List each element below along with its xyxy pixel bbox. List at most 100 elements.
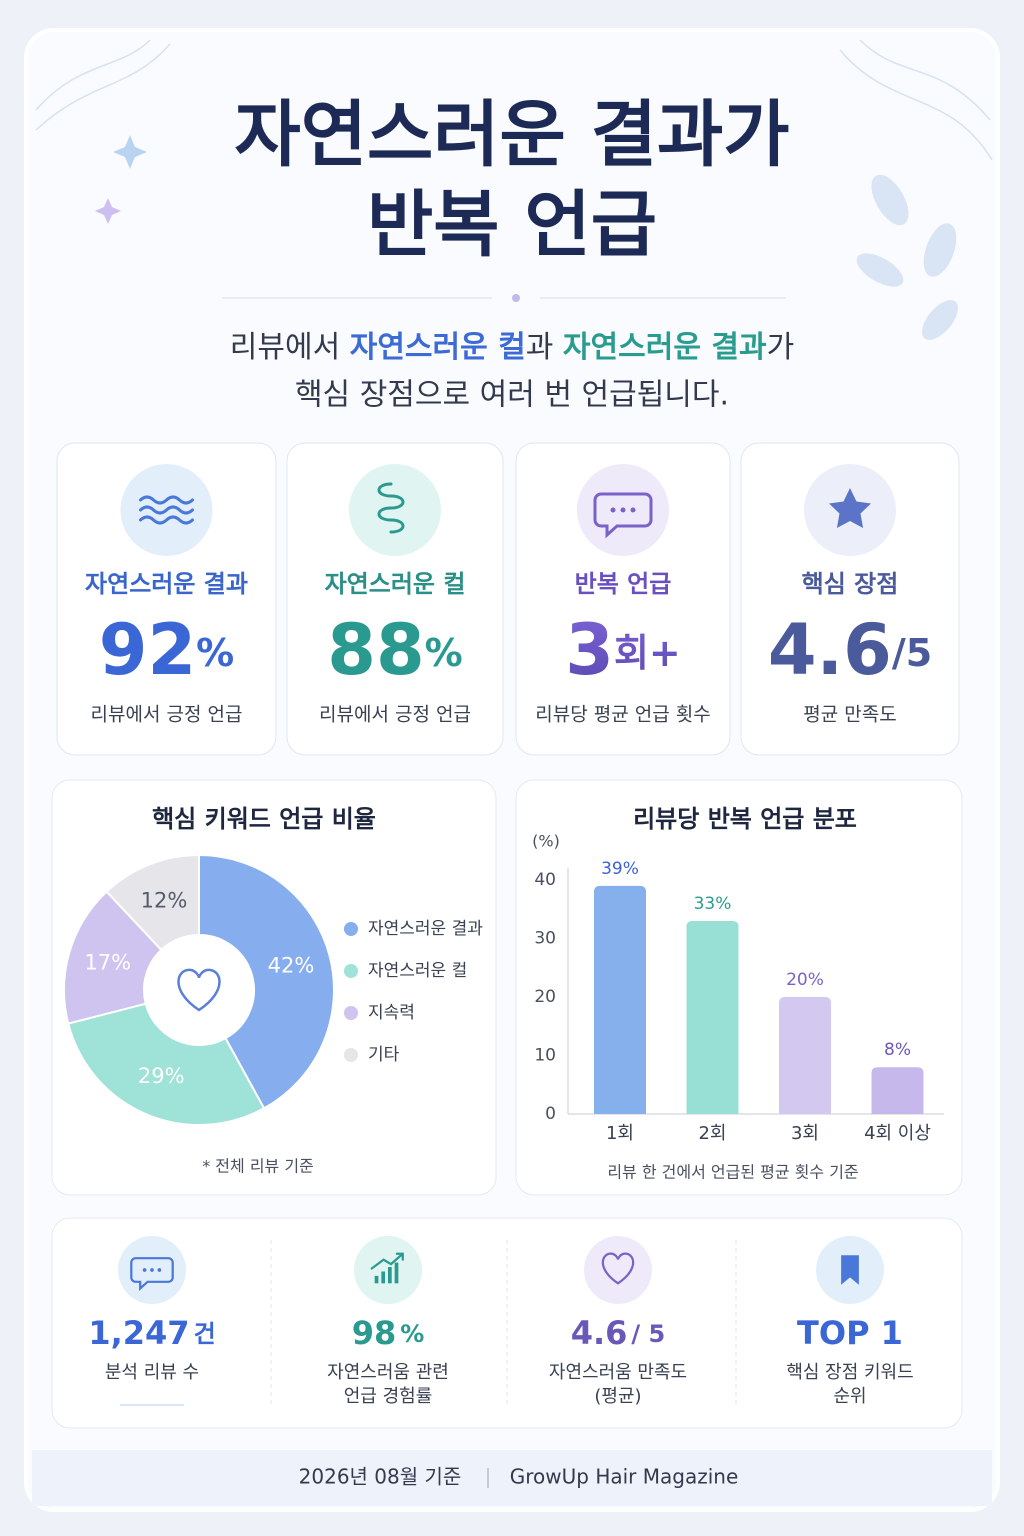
- stat-unit: / 5: [631, 1320, 665, 1348]
- icon: [130, 1257, 174, 1291]
- stat-number: 98: [352, 1314, 397, 1352]
- card-value: 3회+: [565, 609, 681, 691]
- card-note: 리뷰에서 긍정 언급: [91, 704, 243, 726]
- icon: [593, 492, 653, 539]
- stat-value: TOP 1: [797, 1314, 903, 1352]
- icon-bg: [584, 1236, 652, 1304]
- subtitle-part: 가: [767, 330, 795, 365]
- icon-path: [139, 495, 194, 505]
- bar: [871, 1067, 924, 1114]
- card-note: 리뷰에서 긍정 언급: [319, 704, 471, 726]
- footer-text: 2026년 08월 기준: [299, 1465, 462, 1489]
- legend-label: 지속력: [368, 1003, 415, 1023]
- icon-bar: [388, 1267, 392, 1284]
- chart-note: * 전체 리뷰 기준: [202, 1157, 314, 1176]
- card-label: 자연스러운 컬: [325, 570, 466, 598]
- bar-value-label: 8%: [884, 1040, 911, 1060]
- footer-text: GrowUp Hair Magazine: [510, 1465, 739, 1489]
- icon-path: [139, 515, 194, 525]
- icon-bar: [374, 1275, 379, 1284]
- icon-bg: [349, 464, 441, 556]
- x-tick-label: 2회: [698, 1123, 726, 1144]
- card-label: 반복 언급: [575, 570, 672, 598]
- icon-path: [370, 1252, 404, 1270]
- icon-dot: [157, 1268, 162, 1272]
- center-icon: [177, 968, 221, 1012]
- card-label: 자연스러운 결과: [85, 570, 248, 598]
- stat-label: 분석 리뷰 수: [105, 1362, 199, 1383]
- heart: [177, 968, 221, 1012]
- pie-slice: [105, 853, 200, 952]
- footer-band: [32, 1450, 992, 1506]
- icon-dot: [630, 507, 636, 513]
- stat-label: 자연스러움 관련: [327, 1362, 449, 1383]
- card-value: 4.6/5: [768, 609, 932, 691]
- bar-value-label: 20%: [786, 970, 824, 990]
- icon-bar: [394, 1262, 399, 1284]
- icon: [377, 482, 405, 534]
- subtitle-part: 리뷰에서: [230, 330, 350, 365]
- y-tick-label: 10: [534, 1046, 556, 1066]
- x-tick-label: 3회: [791, 1123, 819, 1144]
- stat-number: TOP 1: [797, 1314, 903, 1352]
- stat-value: 4.6/ 5: [571, 1314, 666, 1352]
- icon: [139, 495, 194, 525]
- stat-label: 순위: [833, 1386, 866, 1407]
- stat-value: 1,247 건: [88, 1314, 215, 1352]
- card-unit: /5: [892, 631, 932, 675]
- stat-card: [56, 442, 277, 756]
- decor-leaves: [856, 174, 958, 340]
- stat-card: [286, 442, 504, 756]
- card-number: 4.6: [768, 609, 892, 691]
- x-tick-label: 4회 이상: [864, 1123, 931, 1144]
- icon-dot: [142, 1268, 147, 1272]
- bar: [686, 920, 739, 1114]
- bar: [779, 997, 831, 1114]
- icon: [829, 488, 871, 528]
- stat-label: 언급 경험률: [344, 1386, 433, 1407]
- stat-value: 98%: [352, 1314, 425, 1352]
- y-tick-label: 40: [534, 870, 556, 890]
- icon-path: [130, 1257, 174, 1291]
- bar: [594, 885, 646, 1114]
- title: 자연스러운 결과가: [235, 93, 790, 177]
- stat-label: (평균): [594, 1386, 641, 1407]
- icon-bar: [381, 1271, 386, 1284]
- card-unit: %: [425, 631, 463, 675]
- chart-title: 핵심 키워드 언급 비율: [152, 805, 376, 833]
- icon-dot: [620, 507, 626, 513]
- icon: [370, 1252, 404, 1284]
- icon-path: [139, 505, 194, 515]
- legend-swatch: [344, 964, 358, 978]
- icon-path: [593, 492, 653, 539]
- y-tick-label: 20: [534, 987, 556, 1007]
- stat-number: 1,247: [88, 1314, 189, 1352]
- icon-dot: [150, 1268, 154, 1272]
- legend-label: 기타: [368, 1045, 400, 1065]
- slice-label: 42%: [268, 953, 315, 977]
- icon-path: [377, 482, 405, 534]
- icon: [841, 1255, 859, 1285]
- icon-path: [829, 488, 871, 528]
- slice-label: 17%: [84, 950, 131, 974]
- card-note: 리뷰당 평균 언급 횟수: [535, 704, 710, 726]
- y-tick-label: 30: [534, 929, 556, 949]
- card-number: 92: [99, 609, 196, 691]
- title: 반복 언급: [367, 183, 657, 267]
- stat-card: [515, 442, 731, 756]
- stat-label: 핵심 장점 키워드: [786, 1362, 913, 1383]
- subtitle-part: 과: [526, 330, 563, 365]
- subtitle-highlight: 자연스러운 컬: [350, 330, 526, 365]
- chart-note: 리뷰 한 건에서 언급된 평균 횟수 기준: [607, 1163, 858, 1182]
- subtitle-highlight: 자연스러운 결과: [563, 330, 767, 365]
- pie-slice: [198, 853, 335, 1110]
- legend-swatch: [344, 1006, 358, 1020]
- card-number: 3: [565, 609, 614, 691]
- y-axis-label: (%): [532, 832, 560, 851]
- divider-dot: [512, 294, 520, 302]
- card-note: 평균 만족도: [803, 704, 896, 726]
- slice-label: 12%: [141, 889, 188, 913]
- subtitle: 핵심 장점으로 여러 번 언급됩니다.: [295, 378, 729, 413]
- slice-label: 29%: [138, 1064, 185, 1088]
